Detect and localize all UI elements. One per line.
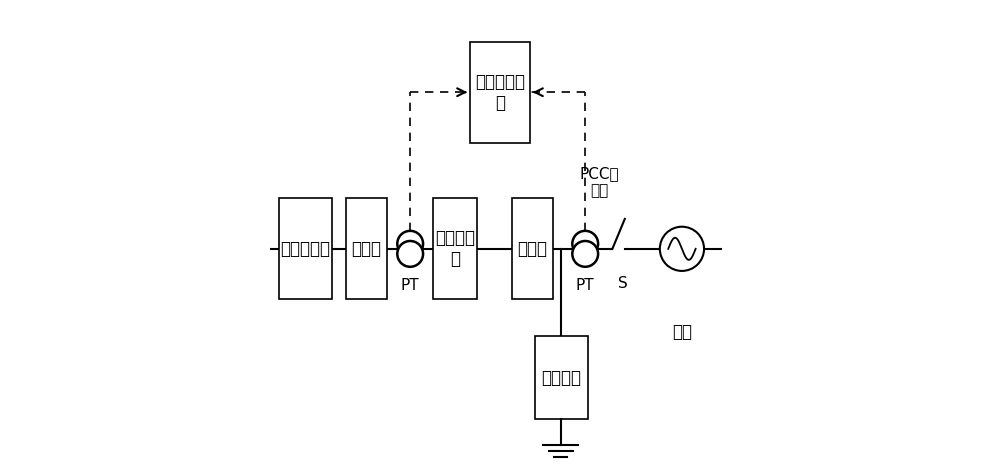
- Circle shape: [397, 231, 423, 257]
- Text: 分布式电源: 分布式电源: [280, 240, 330, 258]
- Text: 电网: 电网: [672, 323, 692, 341]
- Bar: [512, 198, 553, 299]
- Text: 变压器: 变压器: [517, 240, 547, 258]
- Text: 本地负载: 本地负载: [541, 369, 581, 387]
- Bar: [470, 41, 530, 143]
- Bar: [346, 198, 387, 299]
- Text: 逆变器: 逆变器: [351, 240, 381, 258]
- Text: S: S: [618, 276, 628, 291]
- Bar: [279, 198, 332, 299]
- Text: 孤岛检测模
块: 孤岛检测模 块: [475, 73, 525, 111]
- Bar: [535, 337, 588, 419]
- Circle shape: [397, 241, 423, 267]
- Bar: [433, 198, 477, 299]
- Text: PT: PT: [401, 278, 419, 293]
- Circle shape: [572, 231, 598, 257]
- Circle shape: [572, 241, 598, 267]
- Text: 入口滤波
器: 入口滤波 器: [435, 229, 475, 268]
- Text: PCC并
网点: PCC并 网点: [579, 166, 619, 198]
- Circle shape: [660, 227, 704, 271]
- Text: PT: PT: [576, 278, 595, 293]
